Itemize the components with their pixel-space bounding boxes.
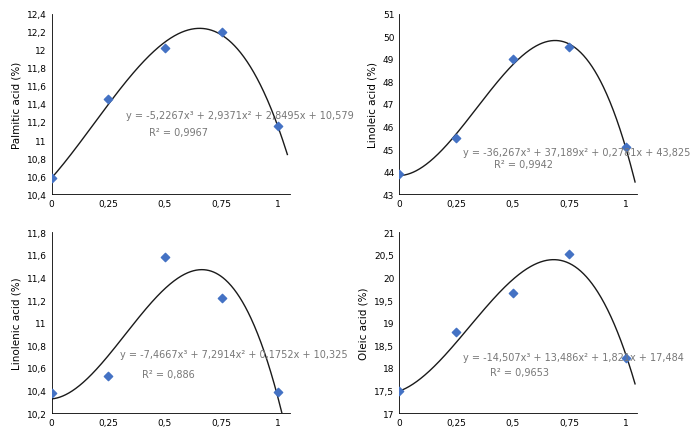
Point <box>216 295 227 302</box>
Point <box>273 388 284 395</box>
Y-axis label: Linoleic acid (%): Linoleic acid (%) <box>367 62 377 148</box>
Point <box>564 45 575 52</box>
Point <box>620 144 631 151</box>
Text: y = -14,507x³ + 13,486x² + 1,821x + 17,484: y = -14,507x³ + 13,486x² + 1,821x + 17,4… <box>463 352 683 362</box>
Point <box>102 97 113 104</box>
Point <box>394 388 405 395</box>
Text: y = -7,4667x³ + 7,2914x² + 0,1752x + 10,325: y = -7,4667x³ + 7,2914x² + 0,1752x + 10,… <box>120 350 347 360</box>
Point <box>159 254 171 261</box>
Text: R² = 0,9653: R² = 0,9653 <box>490 367 549 378</box>
Point <box>394 171 405 178</box>
Point <box>450 135 461 142</box>
Text: R² = 0,9942: R² = 0,9942 <box>494 159 553 170</box>
Text: R² = 0,9967: R² = 0,9967 <box>149 127 208 138</box>
Y-axis label: Linolenic acid (%): Linolenic acid (%) <box>11 277 21 369</box>
Point <box>450 328 461 336</box>
Y-axis label: Oleic acid (%): Oleic acid (%) <box>359 287 369 359</box>
Point <box>46 389 57 396</box>
Y-axis label: Palmitic acid (%): Palmitic acid (%) <box>11 61 21 148</box>
Point <box>507 56 518 63</box>
Point <box>273 124 284 131</box>
Point <box>159 45 171 52</box>
Point <box>507 290 518 297</box>
Point <box>102 372 113 379</box>
Point <box>46 175 57 182</box>
Text: y = -36,267x³ + 37,189x² + 0,2781x + 43,825: y = -36,267x³ + 37,189x² + 0,2781x + 43,… <box>463 148 690 158</box>
Text: y = -5,2267x³ + 2,9371x² + 2,8495x + 10,579: y = -5,2267x³ + 2,9371x² + 2,8495x + 10,… <box>127 110 354 120</box>
Text: R² = 0,886: R² = 0,886 <box>142 369 195 379</box>
Point <box>564 251 575 258</box>
Point <box>216 29 227 36</box>
Point <box>620 355 631 362</box>
